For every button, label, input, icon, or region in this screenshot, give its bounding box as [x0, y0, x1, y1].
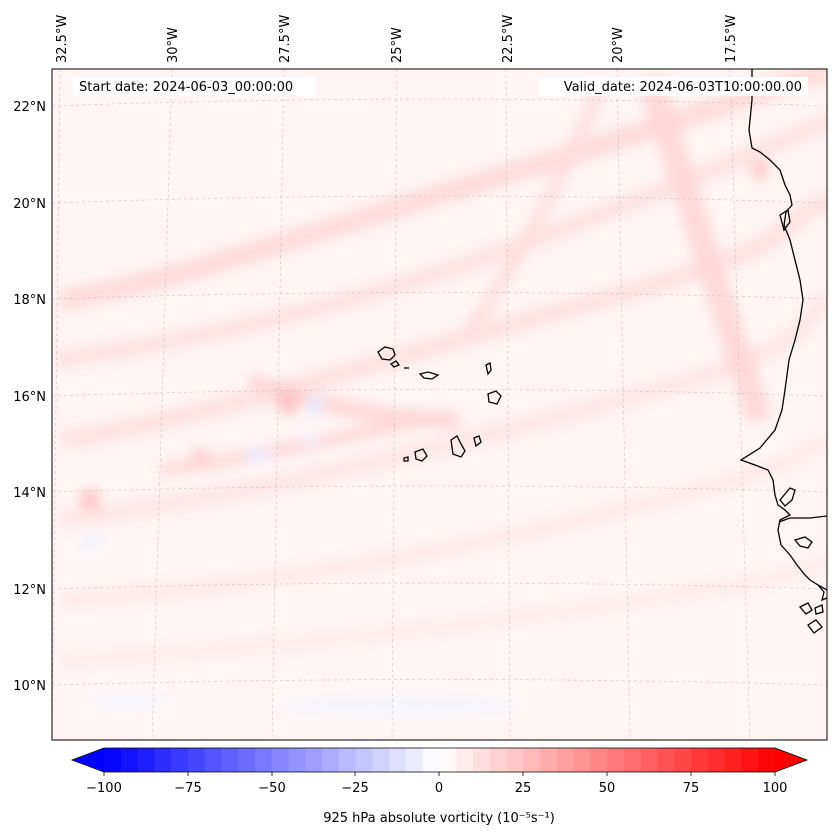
colorbar-segment: [707, 748, 726, 772]
colorbar-title: 925 hPa absolute vorticity (10⁻⁵s⁻¹): [323, 811, 555, 826]
coastline-western-sahara-islets: [779, 208, 791, 232]
colorbar-segment: [758, 748, 776, 772]
colorbar-segment: [741, 748, 759, 772]
map-border: [51, 68, 828, 741]
colorbar-segment: [305, 748, 323, 772]
colorbar-ticks: [103, 772, 776, 776]
lat-label: 14°N: [13, 486, 46, 501]
african-coastline: [739, 69, 827, 634]
colorbar-segment: [171, 748, 189, 772]
island-maio: [473, 435, 482, 448]
colorbar-segment: [590, 748, 608, 772]
colorbar-segment: [355, 748, 373, 772]
colorbar-tick-label: 50: [599, 781, 616, 796]
island-boa-vista: [487, 390, 502, 405]
island-sao-nicolau: [418, 371, 440, 380]
colorbar-segment: [204, 748, 222, 772]
graticule: [52, 69, 827, 740]
colorbar-segment: [456, 748, 474, 772]
colorbar-tick-labels: −100 −75 −50 −25 0 25 50 75 100: [86, 781, 787, 796]
colorbar-tick-label: 25: [515, 781, 532, 796]
colorbar-segment: [288, 748, 306, 772]
coastline-guinea: [817, 584, 827, 602]
longitude-labels: 32.5°W 30°W 27.5°W 25°W 22.5°W 20°W 17.5…: [55, 15, 739, 63]
coastline-senegal: [778, 515, 827, 523]
colorbar-extend-max: [775, 748, 807, 772]
colorbar-tick-label: −25: [341, 781, 368, 796]
start-date-label: Start date: 2024-06-03_00:00:00: [79, 80, 293, 95]
island-sao-vicente: [389, 360, 401, 368]
colorbar-segment: [422, 748, 440, 772]
lat-label: 22°N: [13, 100, 46, 115]
colorbar-tick-label: −50: [258, 781, 285, 796]
lon-label: 25°W: [390, 27, 405, 63]
colorbar-segment: [271, 748, 290, 772]
colorbar-tick-label: −100: [86, 781, 122, 796]
colorbar-segment: [322, 748, 340, 772]
island-santiago: [450, 435, 466, 458]
colorbar-segment: [372, 748, 390, 772]
colorbar-segment: [674, 748, 692, 772]
colorbar-tick-label: 100: [763, 781, 788, 796]
colorbar-tick-label: 0: [435, 781, 443, 796]
island-brava: [403, 456, 409, 462]
colorbar-segment: [489, 748, 508, 772]
colorbar-segment: [238, 748, 256, 772]
colorbar-segment: [724, 748, 742, 772]
vorticity-field: [53, 69, 827, 713]
lon-label: 17.5°W: [724, 15, 739, 63]
colorbar-segment: [624, 748, 642, 772]
colorbar-segment: [439, 748, 457, 772]
lon-label: 22.5°W: [501, 15, 516, 63]
colorbar: −100 −75 −50 −25 0 25 50 75 100 925 hPa …: [70, 747, 809, 826]
lat-label: 20°N: [13, 197, 46, 212]
colorbar-segment: [573, 748, 591, 772]
colorbar-extend-min: [72, 748, 104, 772]
lat-label: 16°N: [13, 390, 46, 405]
lon-label: 27.5°W: [278, 15, 293, 63]
colorbar-segment: [120, 748, 139, 772]
colorbar-segment: [540, 748, 558, 772]
coastline-gambia: [779, 487, 796, 507]
lat-label: 18°N: [13, 293, 46, 308]
colorbar-segment: [104, 748, 122, 772]
island-sal: [485, 362, 492, 376]
cape-verde-islands: [377, 346, 502, 462]
colorbar-segment: [640, 748, 659, 772]
colorbar-segment: [473, 748, 491, 772]
colorbar-segment: [556, 748, 575, 772]
valid-date-label: Valid_date: 2024-06-03T10:00:00.00: [564, 80, 802, 95]
colorbar-tick-label: −75: [174, 781, 201, 796]
colorbar-segment: [523, 748, 541, 772]
colorbar-segment: [187, 748, 206, 772]
valid-date-box: [538, 77, 808, 96]
colorbar-segment: [506, 748, 524, 772]
colorbar-segment: [691, 748, 709, 772]
colorbar-segment: [137, 748, 155, 772]
lat-label: 12°N: [13, 583, 46, 598]
colorbar-segment: [254, 748, 273, 772]
colorbar-segment: [221, 748, 239, 772]
island-santo-antao: [377, 346, 396, 361]
coastline-mainland: [739, 69, 827, 591]
lon-label: 20°W: [611, 27, 626, 63]
latitude-labels: 22°N 20°N 18°N 16°N 14°N 12°N 10°N: [13, 100, 46, 694]
colorbar-tick-label: 75: [683, 781, 700, 796]
coastline-guinea-bissau: [793, 536, 813, 549]
lon-label: 32.5°W: [55, 15, 70, 63]
colorbar-segment: [338, 748, 357, 772]
colorbar-segment: [405, 748, 424, 772]
start-date-box: [72, 77, 316, 96]
colorbar-segment: [154, 748, 172, 772]
coastline-bijagos: [798, 602, 824, 634]
colorbar-segment: [657, 748, 675, 772]
lat-label: 10°N: [13, 679, 46, 694]
island-fogo: [414, 448, 428, 462]
map-panel[interactable]: Start date: 2024-06-03_00:00:00 Valid_da…: [51, 68, 830, 741]
lon-label: 30°W: [166, 27, 181, 63]
colorbar-segment: [607, 748, 625, 772]
colorbar-segment: [389, 748, 407, 772]
colorbar-segments: [104, 748, 776, 772]
